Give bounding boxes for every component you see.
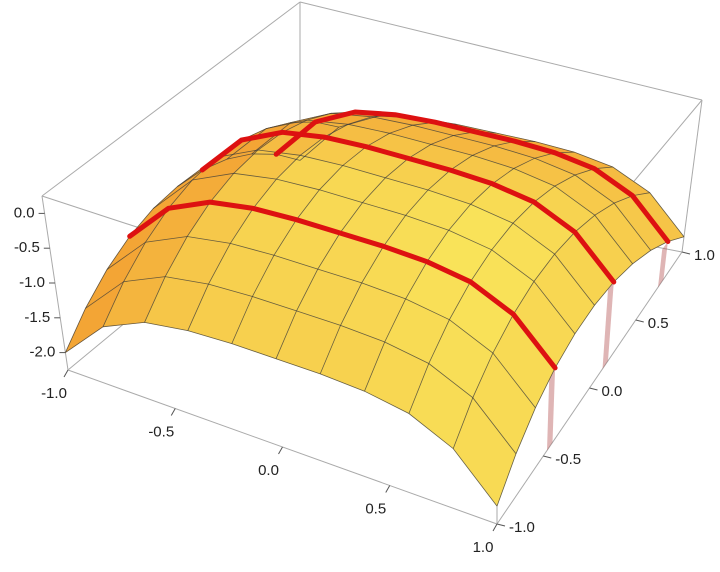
x-tick-label: -0.5	[148, 423, 174, 440]
x-tick-label: 0.5	[365, 500, 386, 517]
y-tick-label: -0.5	[555, 451, 581, 468]
x-tick-label: -1.0	[41, 385, 67, 402]
z-tick-label: -1.0	[19, 274, 45, 291]
mesh-column	[319, 140, 536, 375]
y-tick	[589, 387, 598, 391]
mesh-column	[452, 192, 650, 449]
z-tick-label: -2.0	[30, 344, 56, 361]
y-tick	[681, 251, 691, 255]
x-tick	[278, 446, 283, 455]
y-tick-label: 0.0	[602, 383, 623, 400]
x-tick	[492, 523, 498, 532]
mesh-column	[65, 153, 301, 353]
highlight-curve	[127, 199, 558, 371]
box-edge	[299, 1, 703, 101]
y-tick-label: -1.0	[509, 519, 535, 536]
mesh-column	[408, 166, 613, 414]
curve-stem	[547, 367, 556, 451]
z-tick-label: -0.5	[14, 239, 40, 256]
x-tick-label: 0.0	[258, 462, 279, 479]
box-edge	[41, 1, 301, 197]
z-tick-label: -1.5	[24, 309, 50, 326]
z-tick-label: 0.0	[14, 204, 35, 221]
curve-stem	[658, 241, 668, 288]
x-tick	[170, 408, 176, 416]
axis-ticks	[38, 212, 691, 532]
highlight-curve	[273, 109, 671, 244]
mesh-column	[231, 121, 457, 344]
y-tick	[543, 455, 552, 459]
curve-stem	[602, 282, 614, 369]
mesh-column	[275, 131, 497, 359]
y-tick	[635, 319, 644, 323]
mesh-column	[144, 111, 379, 323]
surface	[64, 111, 685, 507]
x-tick	[63, 369, 69, 378]
mesh-column	[496, 236, 685, 507]
y-tick	[496, 523, 506, 527]
y-tick-label: 0.5	[648, 315, 669, 332]
x-tick	[385, 485, 391, 493]
x-tick-label: 1.0	[473, 539, 494, 556]
box-edge	[681, 99, 703, 253]
highlight-curve	[199, 129, 617, 285]
y-tick-label: 1.0	[694, 247, 715, 264]
mesh-column	[364, 151, 575, 392]
